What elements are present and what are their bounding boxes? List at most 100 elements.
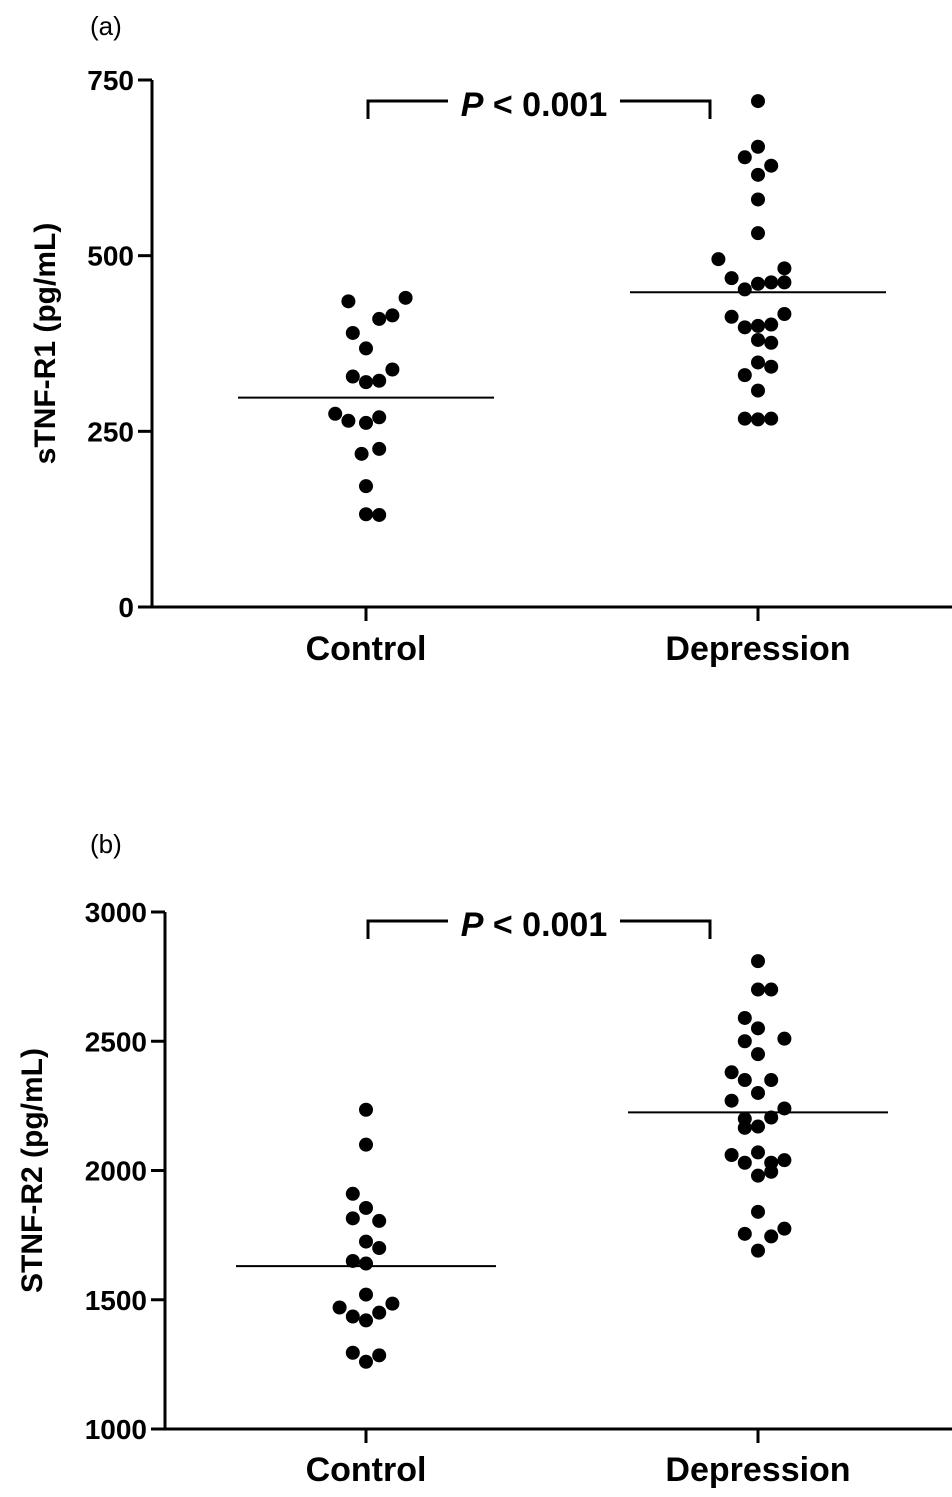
data-point — [372, 373, 387, 388]
data-point — [764, 1110, 779, 1125]
data-point — [751, 355, 765, 370]
data-point — [751, 1243, 765, 1258]
data-point — [751, 192, 765, 207]
data-point — [385, 1296, 400, 1311]
y-axis-title: sTNF-R1 (pg/mL) — [29, 223, 62, 465]
p-value-annotation: P < 0.001 — [461, 86, 608, 124]
chart-a-svg: (a) 0 250 500 750 sTNF-R1 (pg/mL) Control Depre… — [29, 11, 952, 668]
data-point — [711, 252, 726, 267]
data-point — [724, 271, 739, 286]
data-point — [359, 375, 373, 390]
data-point — [398, 290, 413, 305]
data-point — [724, 1065, 739, 1080]
data-point — [751, 332, 765, 347]
data-point — [764, 1229, 779, 1244]
data-point — [359, 1234, 373, 1249]
data-point — [751, 383, 765, 398]
data-point — [777, 306, 792, 321]
panel-label: (a) — [90, 11, 122, 41]
data-point — [751, 139, 765, 154]
x-tick-label: Depression — [665, 630, 850, 668]
data-point — [737, 1155, 752, 1170]
data-point — [764, 158, 779, 173]
data-point — [751, 1047, 765, 1062]
data-point — [359, 1313, 373, 1328]
data-point — [359, 1287, 373, 1302]
data-point — [372, 1348, 387, 1363]
data-point — [737, 282, 752, 297]
data-point — [751, 318, 765, 333]
data-point — [751, 1021, 765, 1036]
data-point — [359, 1102, 373, 1117]
y-axis-title: STNF-R2 (pg/mL) — [16, 1048, 49, 1293]
data-point — [345, 1253, 360, 1268]
data-point — [385, 308, 400, 323]
data-point — [777, 1221, 792, 1236]
y-tick-label: 0 — [118, 592, 134, 623]
data-point — [724, 1147, 739, 1162]
data-point — [737, 320, 752, 335]
data-point — [777, 1153, 792, 1168]
data-point — [737, 411, 752, 426]
significance-bracket-right — [620, 99, 712, 119]
y-tick-label: 250 — [87, 416, 134, 447]
y-tick-label: 2000 — [85, 1156, 147, 1187]
data-point — [751, 1085, 765, 1100]
data-point — [777, 1101, 792, 1116]
significance-bracket-left — [366, 99, 448, 119]
data-point — [372, 1241, 387, 1256]
data-point — [724, 309, 739, 324]
data-point — [332, 1300, 347, 1315]
data-point — [751, 412, 765, 427]
data-point — [751, 1145, 765, 1160]
y-tick-label: 500 — [87, 241, 134, 272]
x-tick-label: Control — [306, 1451, 427, 1489]
y-tick-label: 3000 — [85, 897, 147, 928]
y-tick-label: 1500 — [85, 1285, 147, 1316]
significance-bracket-left — [366, 919, 448, 939]
data-point — [359, 479, 373, 494]
p-value-symbol: P — [461, 906, 484, 944]
data-point — [345, 1309, 360, 1324]
data-point — [737, 1120, 752, 1135]
data-point — [737, 368, 752, 383]
y-tick-label: 2500 — [85, 1026, 147, 1057]
data-point — [372, 311, 387, 326]
data-point — [764, 335, 779, 350]
data-point — [751, 94, 765, 109]
data-point — [751, 226, 765, 241]
data-point — [345, 1345, 360, 1360]
p-value-symbol: P — [461, 86, 484, 124]
data-point — [751, 954, 765, 969]
chart-b-svg: (b) 1000 1500 2000 2500 3000 STNF-R2 (pg/mL) Co… — [16, 829, 952, 1489]
data-point — [372, 507, 387, 522]
data-point — [764, 317, 779, 332]
data-point — [359, 507, 373, 522]
significance-bracket-right — [620, 919, 712, 939]
data-point — [345, 369, 360, 384]
data-point — [751, 1168, 765, 1183]
data-point — [328, 406, 343, 421]
data-point — [764, 411, 779, 426]
data-point — [737, 1073, 752, 1088]
y-tick-label: 750 — [87, 65, 134, 96]
data-point — [341, 413, 356, 428]
p-value-text: < 0.001 — [483, 86, 607, 124]
data-point — [764, 359, 779, 374]
panel-label: (b) — [90, 829, 122, 859]
data-point — [372, 441, 387, 456]
data-point — [385, 362, 400, 377]
data-point — [341, 294, 356, 309]
data-point — [751, 982, 765, 997]
data-point — [345, 1186, 360, 1201]
data-point — [777, 275, 792, 290]
data-point — [764, 275, 779, 290]
data-point — [737, 1226, 752, 1241]
p-value-text: < 0.001 — [483, 906, 607, 944]
data-point — [724, 1093, 739, 1108]
data-point — [359, 341, 373, 356]
data-point — [764, 982, 779, 997]
data-point — [359, 1256, 373, 1271]
chart-panel-a: (a) 0 250 500 750 sTNF-R1 (pg/mL) Control Depre… — [0, 0, 952, 700]
x-tick-label: Control — [306, 630, 427, 668]
